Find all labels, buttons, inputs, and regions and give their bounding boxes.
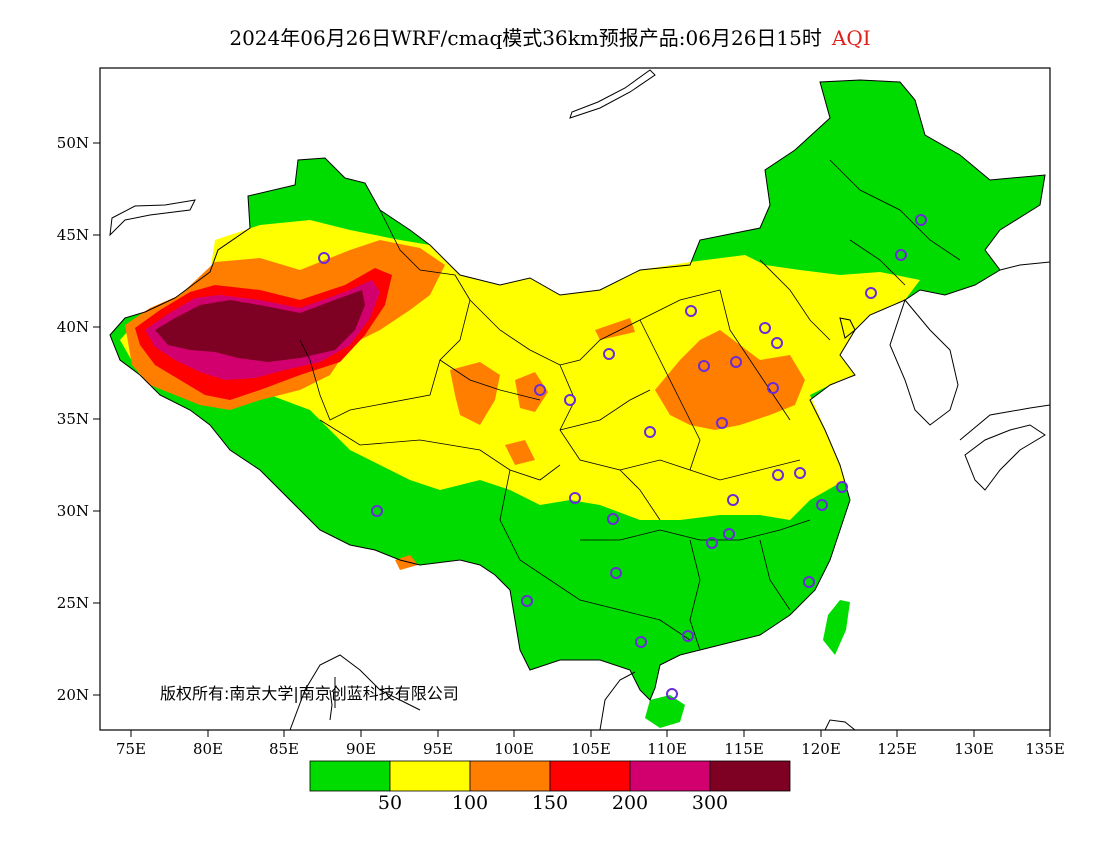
- station-marker: [682, 630, 694, 642]
- station-marker: [371, 505, 383, 517]
- station-marker: [730, 356, 742, 368]
- lon-tick-label: 130E: [954, 740, 994, 758]
- legend-swatch: [549, 760, 631, 792]
- station-marker: [685, 305, 697, 317]
- map-title: 2024年06月26日WRF/cmaq模式36km预报产品:06月26日15时 A…: [0, 22, 1100, 51]
- aqi-region-usg-gansu: [450, 362, 500, 425]
- station-marker: [915, 214, 927, 226]
- station-marker: [534, 384, 546, 396]
- title-main: 2024年06月26日WRF/cmaq模式36km预报产品:06月26日15时: [229, 26, 822, 50]
- station-marker: [569, 492, 581, 504]
- station-marker: [644, 426, 656, 438]
- lat-tick-label: 40N: [57, 318, 89, 336]
- aqi-region-hazardous: [155, 290, 365, 362]
- station-marker: [318, 252, 330, 264]
- lon-tick-label: 120E: [801, 740, 841, 758]
- legend-label: 300: [691, 792, 729, 814]
- lon-tick-label: 95E: [423, 740, 453, 758]
- station-marker: [836, 481, 848, 493]
- map-frame: [99, 67, 1051, 731]
- station-marker: [603, 348, 615, 360]
- axis-ticks: [93, 142, 1051, 737]
- station-marker: [727, 494, 739, 506]
- station-marker: [698, 360, 710, 372]
- legend-swatch: [709, 760, 791, 792]
- station-marker: [521, 595, 533, 607]
- legend-label: 200: [611, 792, 649, 814]
- station-marker: [803, 576, 815, 588]
- lon-tick-label: 85E: [269, 740, 299, 758]
- lon-tick-label: 115E: [724, 740, 764, 758]
- map-field: [109, 69, 1050, 730]
- legend-swatch: [469, 760, 551, 792]
- title-variable: AQI: [831, 26, 871, 50]
- lon-tick-label: 80E: [193, 740, 223, 758]
- station-marker: [635, 636, 647, 648]
- station-marker: [895, 249, 907, 261]
- copyright-text: 版权所有:南京大学|南京创蓝科技有限公司: [160, 684, 459, 703]
- station-marker: [706, 537, 718, 549]
- province-boundaries: [299, 159, 961, 651]
- lon-labels: 75E 80E 85E 90E 95E 100E 105E 110E 115E …: [116, 740, 1065, 758]
- legend-label: 100: [451, 792, 489, 814]
- lon-tick-label: 110E: [647, 740, 687, 758]
- lon-tick-label: 100E: [494, 740, 534, 758]
- lat-tick-label: 25N: [57, 594, 89, 612]
- station-marker: [771, 337, 783, 349]
- station-marker: [716, 417, 728, 429]
- legend-swatch: [309, 760, 391, 792]
- lon-tick-label: 105E: [571, 740, 611, 758]
- lat-tick-label: 30N: [57, 502, 89, 520]
- lat-tick-label: 50N: [57, 134, 89, 152]
- legend-color-bar: [309, 760, 791, 792]
- lon-tick-label: 75E: [116, 740, 146, 758]
- station-marker: [666, 688, 678, 700]
- legend-label: 150: [531, 792, 569, 814]
- station-marker: [610, 567, 622, 579]
- aqi-region-usg-shaanxi: [595, 318, 635, 340]
- station-marker: [767, 382, 779, 394]
- lon-tick-label: 90E: [346, 740, 376, 758]
- aqi-region-usg-qinghai: [505, 440, 535, 465]
- aqi-region-usg-tibet: [395, 555, 418, 570]
- aqi-region-hainan: [645, 695, 685, 728]
- aqi-region-taiwan: [823, 600, 850, 655]
- station-marker: [794, 467, 806, 479]
- legend-swatch: [629, 760, 711, 792]
- lat-tick-label: 45N: [57, 226, 89, 244]
- legend-swatch: [389, 760, 471, 792]
- lon-tick-label: 125E: [877, 740, 917, 758]
- lat-tick-label: 35N: [57, 410, 89, 428]
- lon-tick-label: 135E: [1025, 740, 1065, 758]
- aqi-region-usg-northchina: [655, 330, 805, 430]
- station-markers: [318, 214, 927, 700]
- lat-labels: 20N 25N 30N 35N 40N 45N 50N: [57, 134, 89, 704]
- station-marker: [607, 513, 619, 525]
- legend-label: 50: [377, 792, 403, 814]
- station-marker: [759, 322, 771, 334]
- station-marker: [723, 528, 735, 540]
- station-marker: [564, 394, 576, 406]
- station-marker: [865, 287, 877, 299]
- station-marker: [772, 469, 784, 481]
- lat-tick-label: 20N: [57, 686, 89, 704]
- aqi-region-usg-ningxia: [515, 372, 548, 412]
- neighbor-coastlines: [109, 69, 1050, 730]
- station-marker: [816, 499, 828, 511]
